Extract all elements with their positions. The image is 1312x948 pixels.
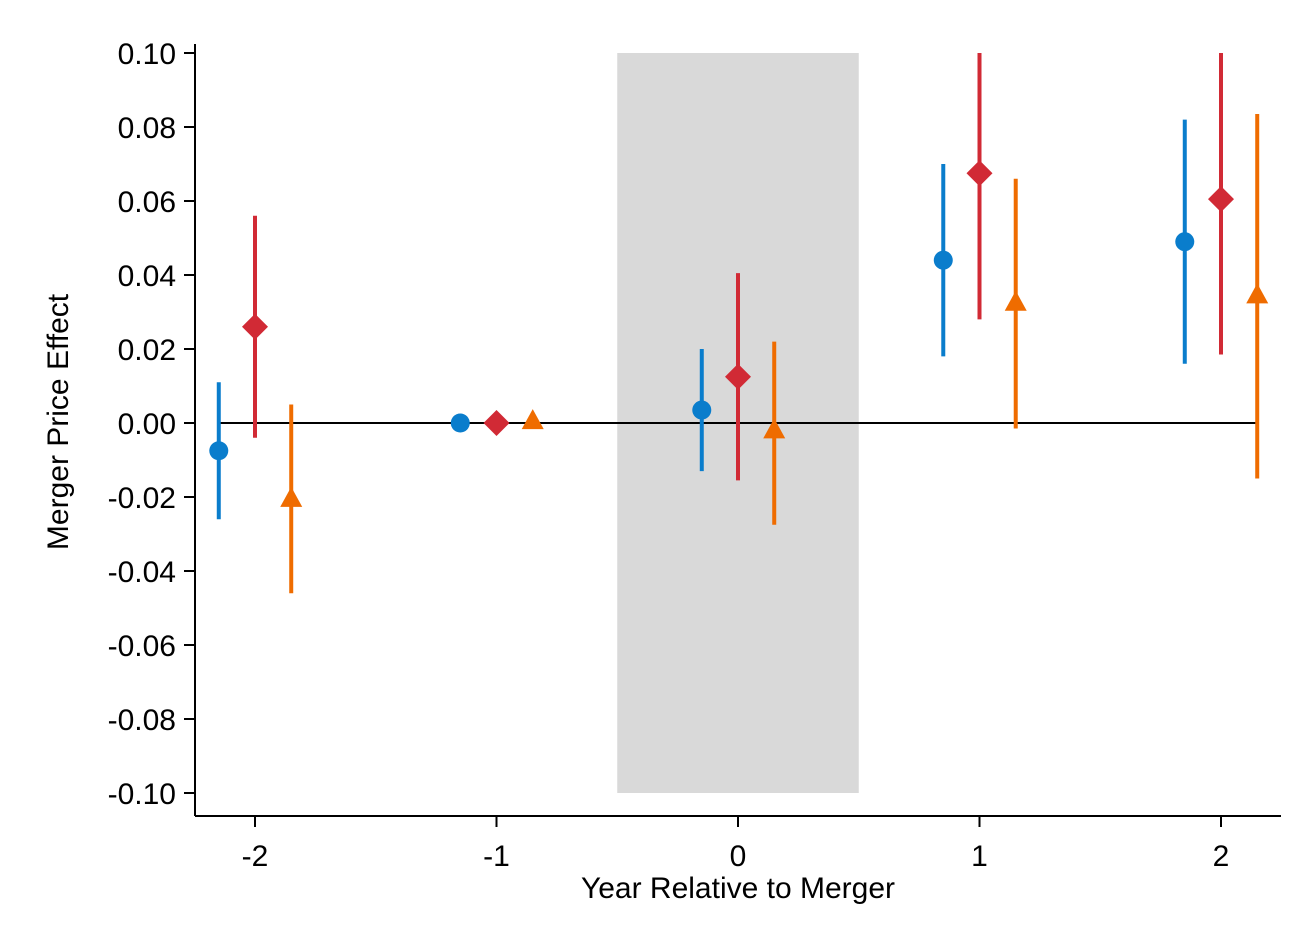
y-tick-label: -0.10 — [108, 778, 176, 811]
markers-layer — [209, 160, 1269, 507]
data-point-triangle — [1004, 290, 1027, 311]
y-tick-label: 0.04 — [118, 260, 176, 293]
y-tick-label: 0.08 — [118, 112, 176, 145]
data-point-diamond — [483, 410, 510, 436]
data-point-triangle — [1246, 283, 1269, 304]
data-point-circle — [209, 441, 229, 461]
y-ticks-layer: 0.10 0.08 0.06 0.04 0.02 0.00 -0.02 -0.04 -0.06 -… — [108, 38, 195, 811]
data-point-circle — [933, 250, 953, 270]
x-tick-label: 1 — [971, 840, 988, 873]
x-axis-title: Year Relative to Merger — [581, 872, 895, 905]
data-point-triangle — [763, 418, 786, 439]
data-point-diamond — [1208, 186, 1234, 213]
data-point-circle — [450, 413, 470, 433]
data-point-diamond — [966, 160, 993, 187]
data-point-diamond — [725, 363, 751, 390]
x-tick-label: 0 — [730, 840, 747, 873]
y-tick-label: 0.10 — [118, 38, 176, 71]
x-tick-label: -1 — [483, 840, 510, 873]
x-tick-label: -2 — [242, 840, 269, 873]
data-point-diamond — [242, 313, 268, 340]
y-tick-label: -0.04 — [108, 556, 176, 589]
y-tick-label: 0.02 — [118, 334, 176, 367]
data-point-circle — [692, 400, 712, 420]
x-tick-label: 2 — [1213, 840, 1230, 873]
y-tick-label: 0.00 — [118, 408, 176, 441]
y-tick-label: -0.06 — [108, 630, 176, 663]
data-point-circle — [1175, 232, 1195, 252]
y-tick-label: -0.02 — [108, 482, 176, 515]
y-tick-label: -0.08 — [108, 704, 176, 737]
y-tick-label: 0.06 — [118, 186, 176, 219]
y-axis-title: Merger Price Effect — [42, 293, 75, 550]
data-point-triangle — [280, 486, 303, 507]
data-point-triangle — [521, 409, 544, 430]
x-ticks-layer: -2 -1 0 1 2 — [242, 816, 1230, 873]
